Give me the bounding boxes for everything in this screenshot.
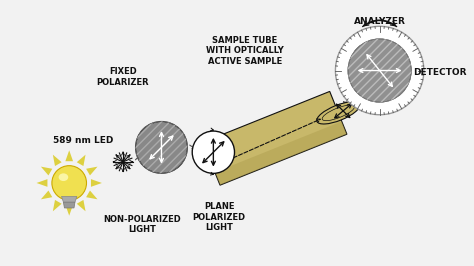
Ellipse shape [317,102,360,124]
Ellipse shape [192,131,235,173]
Text: DETECTOR: DETECTOR [413,68,467,77]
Polygon shape [62,196,77,202]
Ellipse shape [59,173,68,181]
Polygon shape [65,205,73,216]
Ellipse shape [336,26,424,115]
Polygon shape [86,190,98,199]
Text: SAMPLE TUBE
WITH OPTICALLY
ACTIVE SAMPLE: SAMPLE TUBE WITH OPTICALLY ACTIVE SAMPLE [206,36,284,66]
Ellipse shape [136,122,187,173]
Polygon shape [215,121,347,185]
Text: ANALYZER: ANALYZER [354,17,406,26]
Polygon shape [64,202,75,208]
Polygon shape [91,179,102,187]
Polygon shape [53,200,62,211]
Text: 589 nm LED: 589 nm LED [53,136,113,144]
Text: FIXED
POLARIZER: FIXED POLARIZER [97,68,149,87]
Ellipse shape [52,166,86,200]
Polygon shape [36,179,47,187]
Polygon shape [41,167,52,175]
Polygon shape [77,200,85,211]
Polygon shape [53,155,62,166]
Polygon shape [41,190,52,199]
Polygon shape [65,150,73,161]
Ellipse shape [348,39,411,102]
Text: NON-POLARIZED
LIGHT: NON-POLARIZED LIGHT [103,215,181,234]
Text: PLANE
POLARIZED
LIGHT: PLANE POLARIZED LIGHT [192,202,246,232]
Polygon shape [203,92,347,185]
Polygon shape [86,167,98,175]
Polygon shape [77,155,85,166]
